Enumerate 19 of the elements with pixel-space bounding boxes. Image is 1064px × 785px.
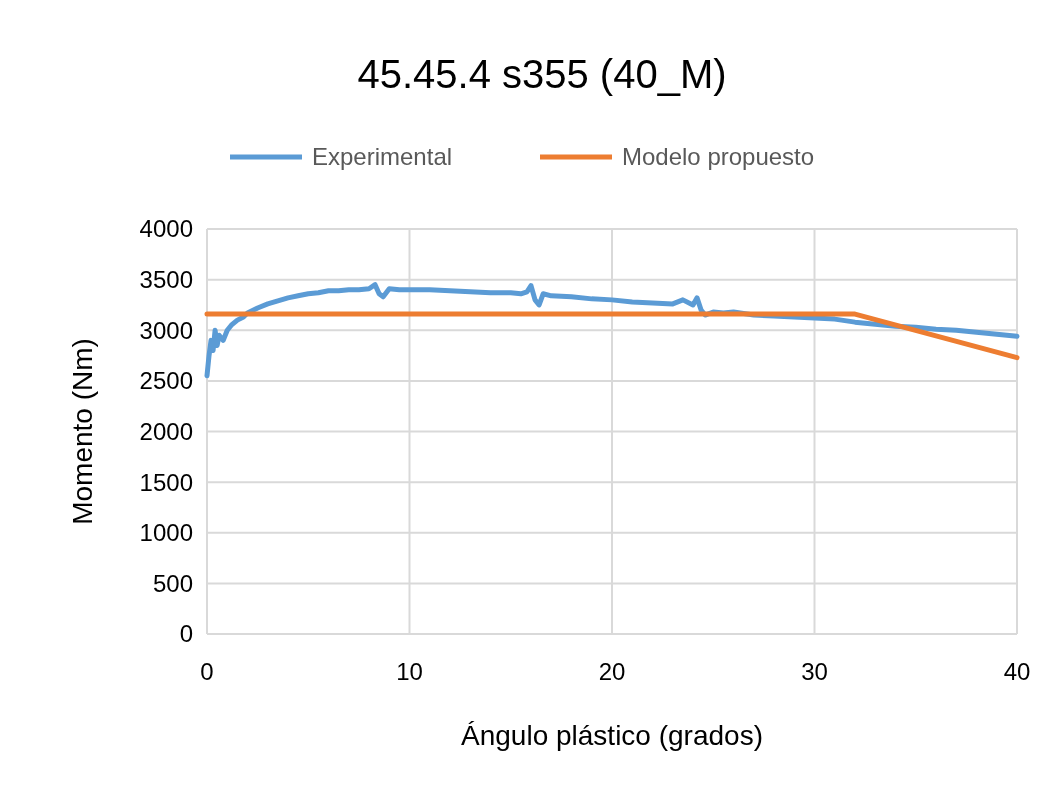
legend-label: Experimental <box>312 143 453 171</box>
y-tick-label: 2500 <box>139 367 193 395</box>
y-axis-title: Momento (Nm) <box>67 338 98 525</box>
y-tick-label: 2000 <box>139 417 193 445</box>
x-axis-title: Ángulo plástico (grados) <box>461 720 763 751</box>
x-tick-label: 40 <box>1003 658 1031 685</box>
y-tick-label: 3500 <box>139 266 193 294</box>
chart-title: 45.45.4 s355 (40_M) <box>357 52 727 96</box>
y-tick-label: 3000 <box>139 316 193 344</box>
y-tick-label: 1000 <box>139 519 193 547</box>
x-tick-label: 10 <box>396 658 423 685</box>
x-tick-label: 20 <box>598 658 626 685</box>
y-tick-label: 1500 <box>139 468 193 496</box>
y-tick-label: 0 <box>179 620 193 648</box>
x-tick-label: 30 <box>801 658 828 685</box>
y-tick-label: 4000 <box>139 215 193 243</box>
y-tick-label: 500 <box>152 569 193 597</box>
legend-label: Modelo propuesto <box>622 143 815 171</box>
x-tick-label: 0 <box>200 658 214 685</box>
